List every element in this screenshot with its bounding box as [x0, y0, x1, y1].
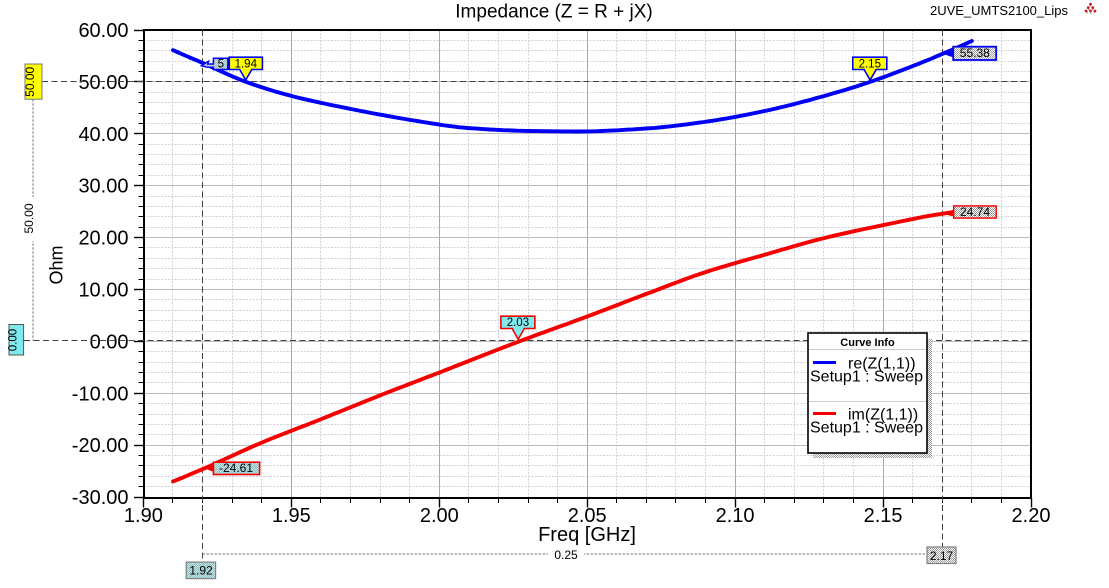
svg-text:1.92: 1.92 — [189, 564, 213, 578]
svg-text:im(Z(1,1)): im(Z(1,1)) — [848, 407, 918, 424]
svg-text:40.00: 40.00 — [78, 124, 128, 146]
svg-text:re(Z(1,1)): re(Z(1,1)) — [848, 356, 916, 373]
svg-text:0.25: 0.25 — [554, 548, 578, 562]
svg-text:50.00: 50.00 — [78, 72, 128, 94]
svg-text:2.10: 2.10 — [716, 505, 755, 527]
svg-text:2.00: 2.00 — [420, 505, 459, 527]
svg-text:0.00: 0.00 — [8, 329, 20, 351]
svg-text:2.03: 2.03 — [507, 317, 529, 329]
svg-text:Curve Info: Curve Info — [840, 337, 895, 349]
svg-text:24.74: 24.74 — [960, 205, 990, 219]
svg-text:Setup1 : Sweep: Setup1 : Sweep — [810, 369, 923, 386]
svg-text:60.00: 60.00 — [78, 20, 128, 42]
svg-text:Freq [GHz]: Freq [GHz] — [538, 524, 636, 546]
svg-text:1.90: 1.90 — [124, 505, 163, 527]
svg-text:2.20: 2.20 — [1012, 505, 1051, 527]
svg-text:20.00: 20.00 — [78, 228, 128, 250]
svg-text:2UVE_UMTS2100_Lips: 2UVE_UMTS2100_Lips — [930, 3, 1069, 18]
svg-text:2.17: 2.17 — [930, 549, 954, 563]
svg-text:55.38: 55.38 — [960, 46, 990, 60]
svg-text:-30.00: -30.00 — [72, 487, 129, 509]
svg-text:50.00: 50.00 — [23, 66, 37, 96]
svg-text:30.00: 30.00 — [78, 176, 128, 198]
svg-text:0.00: 0.00 — [90, 331, 129, 353]
svg-text:Setup1 : Sweep: Setup1 : Sweep — [810, 420, 923, 437]
svg-text:Impedance (Z = R + jX): Impedance (Z = R + jX) — [455, 2, 652, 23]
svg-text:-10.00: -10.00 — [72, 383, 129, 405]
svg-text:1.95: 1.95 — [272, 505, 311, 527]
svg-text:2.05: 2.05 — [568, 505, 607, 527]
svg-text:2.15: 2.15 — [864, 505, 903, 527]
svg-text:10.00: 10.00 — [78, 280, 128, 302]
svg-text:Ohm: Ohm — [47, 245, 67, 284]
svg-text:1.94: 1.94 — [235, 58, 258, 70]
svg-text:50.00: 50.00 — [22, 203, 36, 233]
svg-text:-20.00: -20.00 — [72, 435, 129, 457]
svg-text:5: 5 — [218, 59, 224, 71]
svg-text:-24.61: -24.61 — [219, 461, 253, 475]
svg-text:2.15: 2.15 — [859, 58, 881, 70]
